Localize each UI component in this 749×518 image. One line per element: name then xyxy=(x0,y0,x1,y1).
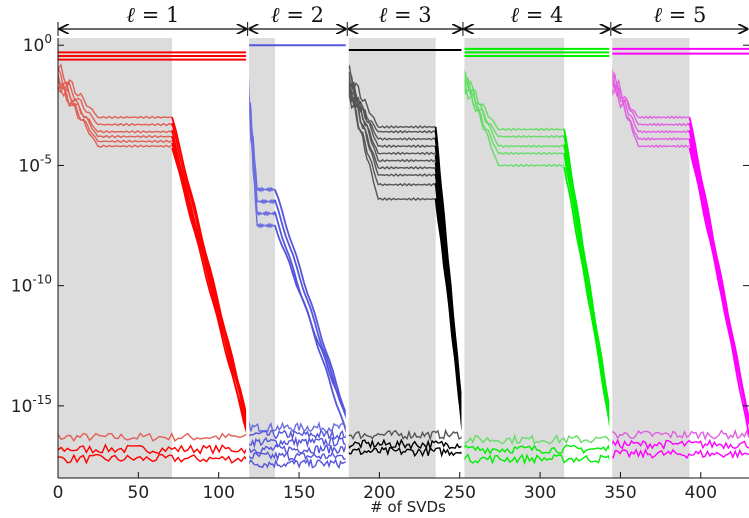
y-tick-label: 100 xyxy=(23,32,52,56)
decay-line xyxy=(171,136,249,421)
segment-label-bg xyxy=(641,3,718,27)
noise-floor-line xyxy=(246,435,348,449)
segment-label: ℓ = 2 xyxy=(271,3,324,27)
plateau-line xyxy=(246,70,276,205)
plateau-line xyxy=(610,68,690,134)
plateau-line xyxy=(246,85,276,229)
segment-labels: ℓ = 1 ℓ = 2 ℓ = 3 ℓ = 4 ℓ = 5 xyxy=(57,3,747,36)
plateau-line xyxy=(58,82,173,148)
plateau-line xyxy=(58,75,173,134)
decay-line xyxy=(274,189,349,417)
decay-line xyxy=(563,129,612,415)
x-tick-label: 300 xyxy=(524,483,556,503)
noise-floor-line xyxy=(610,448,749,460)
segment-label-bg xyxy=(114,3,191,27)
plateau-line xyxy=(346,64,436,129)
noise-floor-line xyxy=(462,453,612,466)
plateau-line xyxy=(346,77,436,202)
plateau-line xyxy=(610,71,690,149)
noise-floor-line xyxy=(462,444,612,455)
plateau-line xyxy=(346,74,437,141)
x-tick-label: 350 xyxy=(604,483,636,503)
plateau-line xyxy=(58,74,173,139)
tick-labels: 0 50 100 150 200 250 300 350 400 100 10-5 10-10 10-1… xyxy=(11,32,717,503)
decay-line xyxy=(434,198,464,416)
plateau-line xyxy=(346,71,437,163)
decay-line xyxy=(688,147,749,425)
plateau-line xyxy=(462,76,565,168)
plateau-line xyxy=(610,64,690,127)
segment-dividers xyxy=(246,38,613,478)
plateau-line xyxy=(58,67,173,127)
plateau-line xyxy=(58,63,173,120)
segment-label: ℓ = 1 xyxy=(126,3,179,27)
segment-label-bg xyxy=(259,3,336,27)
x-axis-label: # of SVDs xyxy=(370,498,446,516)
noise-floor-line xyxy=(346,428,464,442)
x-tick-label: 200 xyxy=(363,483,395,503)
x-tick-label: 400 xyxy=(685,483,717,503)
segment-label: ℓ = 5 xyxy=(653,3,706,27)
y-tick-label: 10-5 xyxy=(18,152,52,176)
segment-label: ℓ = 4 xyxy=(510,3,563,27)
series-lines xyxy=(58,44,749,470)
decay-line xyxy=(688,117,749,419)
noise-floor-line xyxy=(247,420,348,434)
x-tick-label: 50 xyxy=(128,483,150,503)
noise-floor-line xyxy=(58,432,248,443)
plateau-line xyxy=(346,80,436,134)
plateau-region xyxy=(610,38,690,478)
noise-floor-line xyxy=(346,438,464,452)
noise-floor-line xyxy=(247,428,348,441)
plateau-line xyxy=(346,78,437,187)
noise-floor-line xyxy=(610,438,749,451)
plateau-region xyxy=(247,38,275,478)
noise-floor-line xyxy=(247,444,348,455)
axes xyxy=(57,38,749,479)
x-tick-label: 0 xyxy=(53,483,64,503)
x-tick-label: 100 xyxy=(202,483,234,503)
decay-line xyxy=(563,166,612,425)
plateau-line xyxy=(58,83,173,144)
plateau-line xyxy=(462,62,565,148)
segment-label-bg xyxy=(498,3,575,27)
noise-floor-line xyxy=(58,443,249,456)
decay-line xyxy=(274,225,349,422)
noise-floor-line xyxy=(247,451,348,462)
noise-floor-line xyxy=(247,457,348,470)
noise-floor-line xyxy=(462,433,612,446)
segment-label: ℓ = 3 xyxy=(379,3,432,27)
noise-floor-line xyxy=(58,453,249,465)
x-tick-label: 250 xyxy=(444,483,476,503)
x-tick-label: 150 xyxy=(283,483,315,503)
y-tick-label: 10-15 xyxy=(11,393,52,417)
plateau-line xyxy=(346,78,436,170)
plateau-shading xyxy=(58,38,690,478)
plateau-line xyxy=(462,77,565,139)
plateau-line xyxy=(346,69,436,177)
y-tick-label: 10-10 xyxy=(11,273,52,297)
decay-line xyxy=(171,147,249,436)
plateau-line xyxy=(346,72,436,149)
decay-line xyxy=(563,152,612,420)
decay-line xyxy=(171,142,249,428)
noise-floor-line xyxy=(610,428,749,441)
decay-line xyxy=(171,117,249,419)
noise-floor-line xyxy=(346,446,464,458)
segment-label-bg xyxy=(367,3,444,27)
